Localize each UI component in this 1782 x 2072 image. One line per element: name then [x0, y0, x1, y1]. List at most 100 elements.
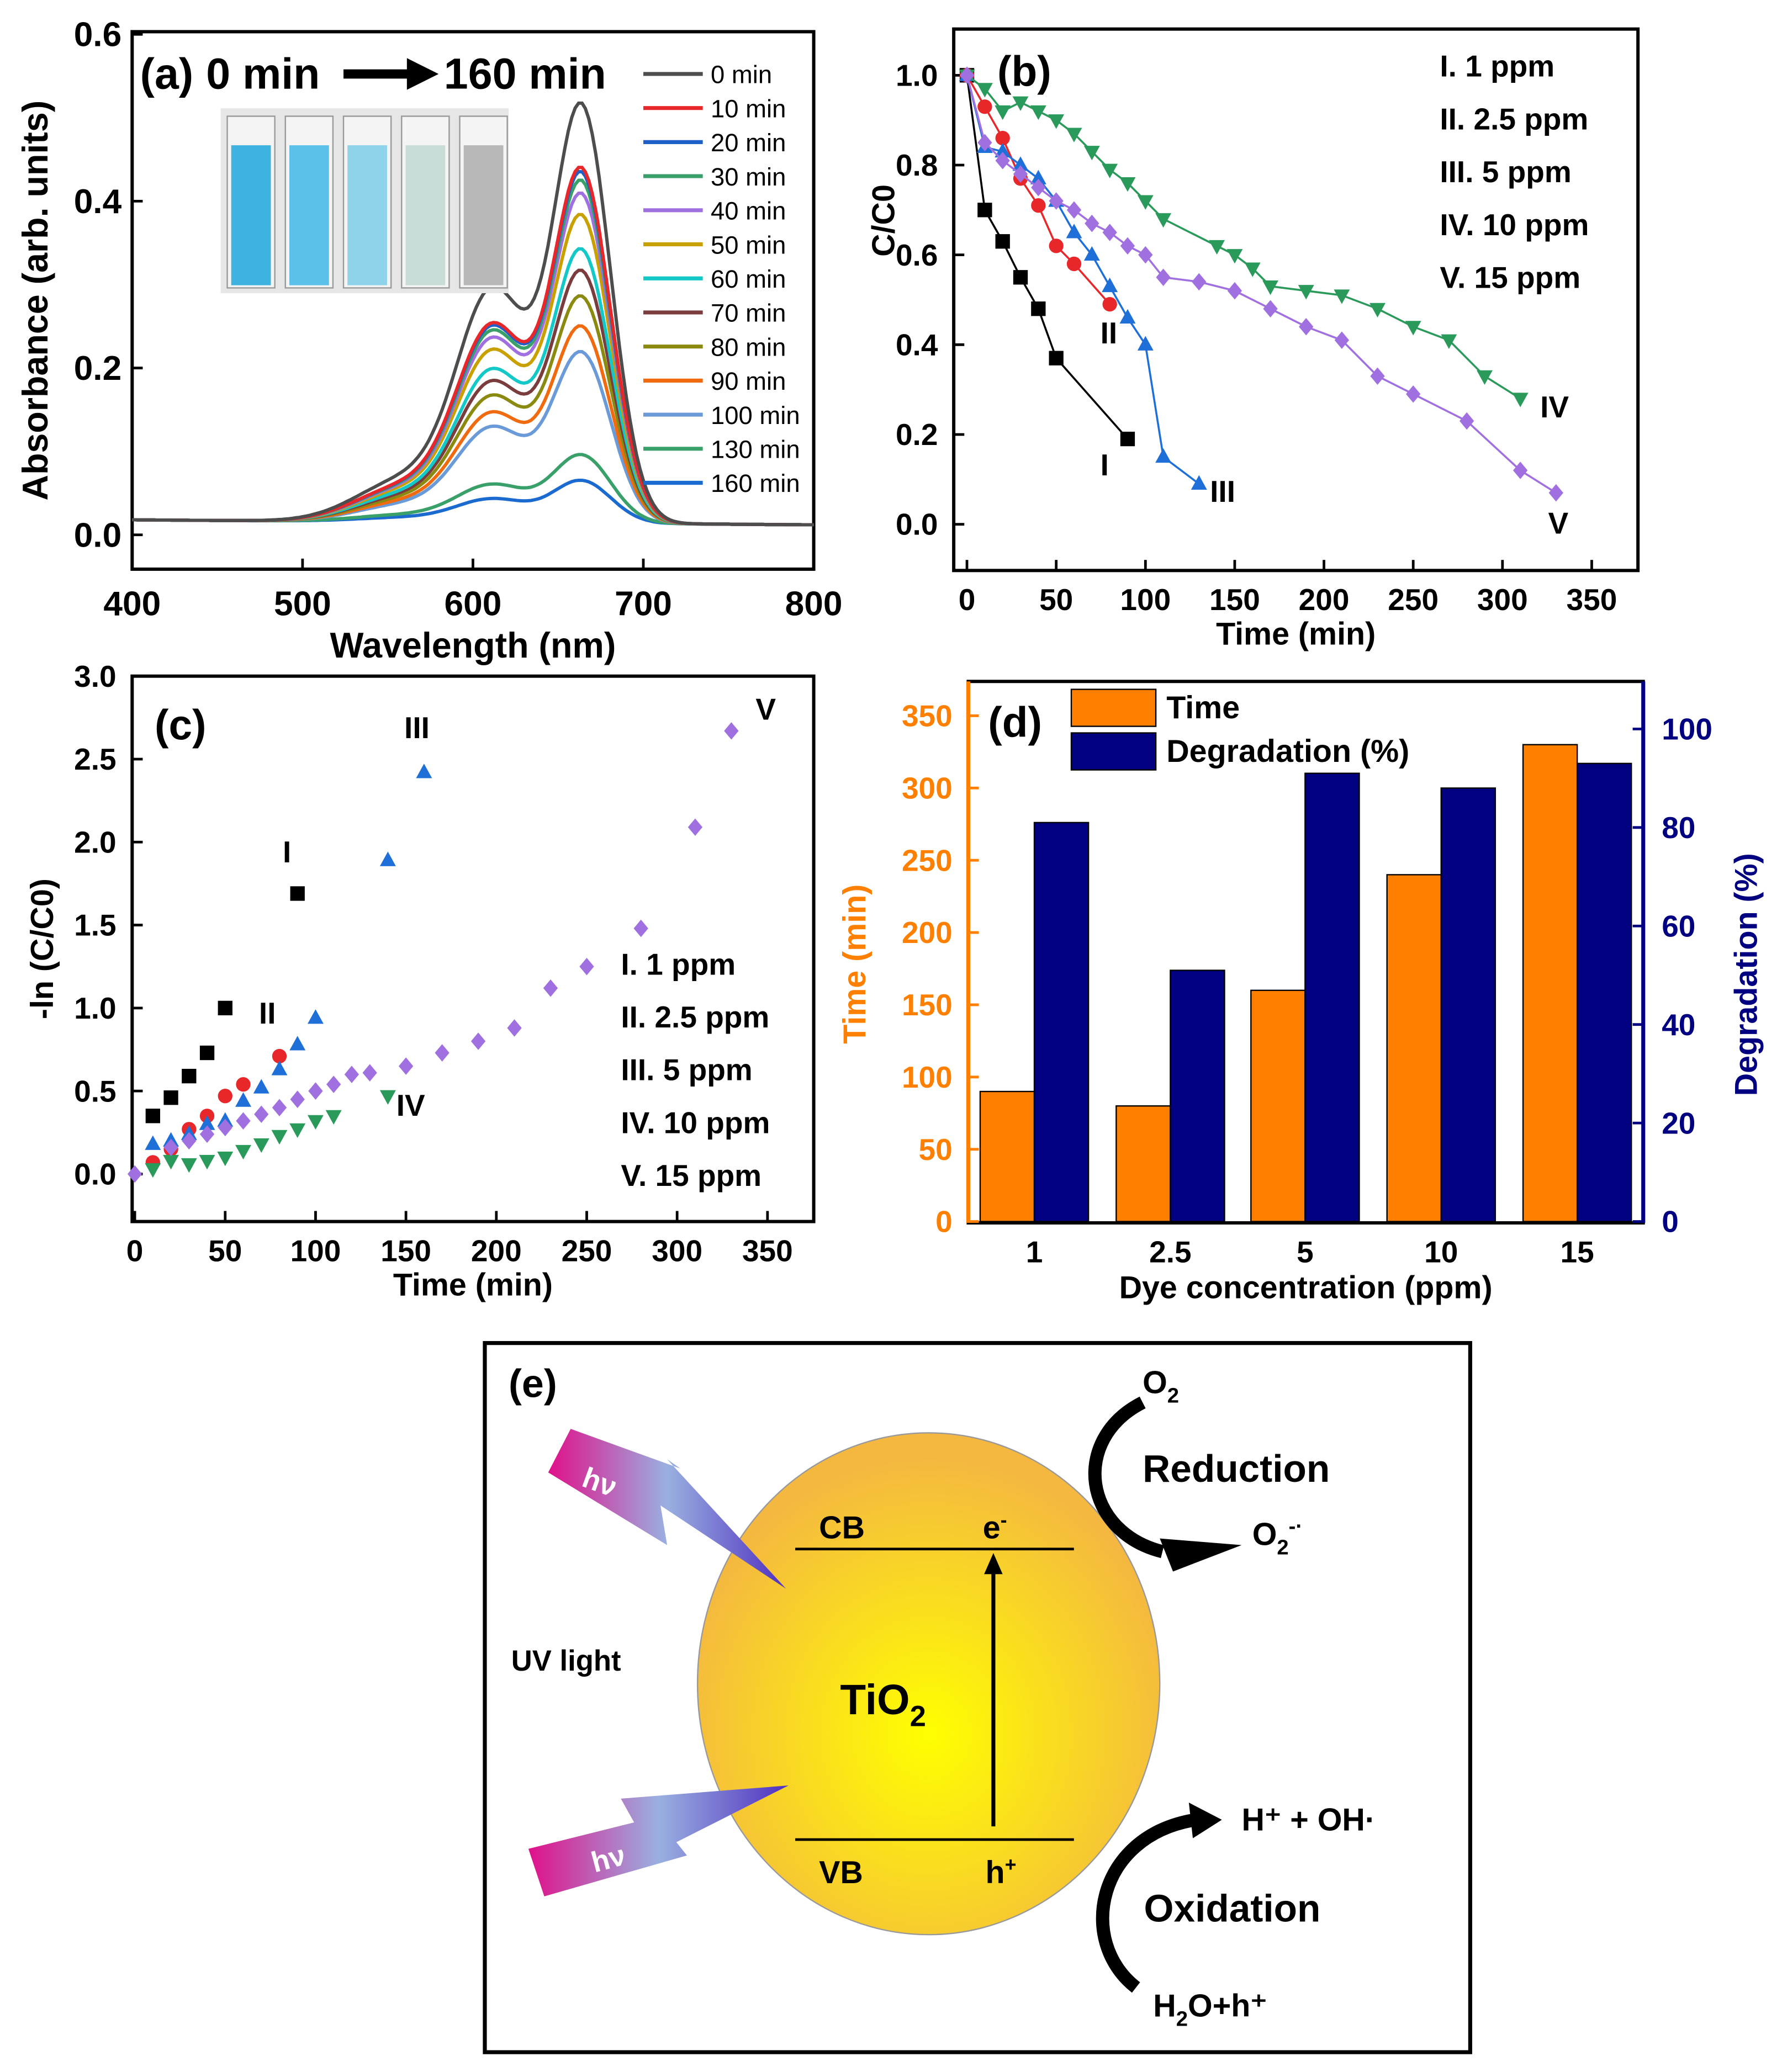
- legend-label: 40 min: [711, 197, 786, 225]
- data-point: [1066, 224, 1082, 239]
- y-tick-label: 1.0: [896, 58, 938, 92]
- hole-symbol: h: [986, 1855, 1005, 1890]
- x-tick-label: 10: [1424, 1235, 1458, 1269]
- data-point: [253, 1079, 269, 1094]
- x-tick-label: 400: [103, 585, 161, 623]
- legend-label: 160 min: [711, 469, 800, 497]
- legend-label: II. 2.5 ppm: [621, 1000, 769, 1034]
- data-point: [1102, 277, 1118, 293]
- y-tick-label: 40: [1662, 1008, 1695, 1042]
- y-tick-label: 20: [1662, 1106, 1695, 1140]
- hydroxyl-label: H⁺ + OH·: [1242, 1802, 1376, 1837]
- data-point: [1370, 367, 1385, 385]
- y-tick-label: 0.0: [896, 507, 938, 542]
- data-point: [1083, 146, 1100, 161]
- x-tick-label: 300: [652, 1233, 702, 1268]
- data-point: [1513, 462, 1528, 479]
- superoxide-subscript: 2: [1277, 1535, 1288, 1559]
- data-point: [236, 1112, 251, 1130]
- data-point: [379, 851, 396, 866]
- data-point: [1048, 114, 1065, 129]
- y-tick-label: 1.5: [74, 908, 116, 942]
- data-point: [163, 1138, 178, 1157]
- data-point: [145, 1135, 161, 1150]
- data-point: [1031, 301, 1046, 316]
- bar: [1033, 822, 1090, 1222]
- series-tag: II: [259, 996, 276, 1030]
- y-tick-label: 0.0: [74, 1157, 116, 1191]
- series-tag: V: [755, 692, 776, 727]
- superoxide-label: O2-·: [1252, 1514, 1303, 1559]
- data-point: [977, 203, 992, 218]
- series-tag: V: [1548, 506, 1569, 540]
- x-axis-label: Wavelength (nm): [330, 626, 616, 665]
- data-point: [289, 1123, 306, 1138]
- bar: [1522, 744, 1578, 1222]
- data-point: [235, 1144, 251, 1160]
- y-tick-label: 0.2: [896, 417, 938, 452]
- legend-label: I. 1 ppm: [621, 947, 736, 981]
- data-point: [1477, 370, 1493, 385]
- data-point: [976, 83, 993, 98]
- x-tick-label: 500: [274, 585, 331, 623]
- bar: [1304, 772, 1360, 1222]
- legend-label: IV. 10 ppm: [1440, 208, 1589, 242]
- o2-text: O: [1143, 1365, 1167, 1401]
- panel-a: 400 500 600 700 800 0.0 0.2 0.4 0.6 Wavelength (n…: [15, 16, 842, 665]
- x-tick-label: 300: [1477, 582, 1528, 617]
- data-point: [272, 1048, 287, 1064]
- panel-e-diagram: (e) CB VB e- h+ TiO2 UV light hν hν O2 R…: [483, 1341, 1472, 2054]
- x-tick-label: 700: [615, 585, 672, 623]
- x-tick-label: 350: [1567, 582, 1617, 617]
- data-point: [127, 1165, 142, 1183]
- data-point: [1030, 169, 1046, 184]
- data-point: [1013, 270, 1028, 285]
- uv-light-label: UV light: [511, 1645, 621, 1677]
- data-point: [181, 1158, 197, 1173]
- data-point: [1085, 214, 1099, 232]
- data-point: [1548, 484, 1563, 502]
- data-point: [272, 1099, 287, 1117]
- left-axis-label: Time (min): [837, 884, 873, 1044]
- series-tag: IV: [396, 1088, 425, 1122]
- series-tag: III: [1210, 474, 1235, 508]
- data-point: [1209, 240, 1225, 255]
- data-point: [1012, 96, 1029, 111]
- legend-label: 90 min: [711, 367, 786, 395]
- legend-label: III. 5 ppm: [1440, 155, 1571, 189]
- legend-label: Degradation (%): [1166, 734, 1409, 769]
- y-tick-label: 0.8: [896, 148, 938, 182]
- data-point: [1155, 448, 1172, 463]
- series-IV: [959, 69, 1529, 407]
- electron-label: e-: [983, 1509, 1007, 1546]
- water-label: H2O+h⁺: [1153, 1989, 1267, 2031]
- reduction-label: Reduction: [1143, 1447, 1330, 1490]
- legend-label: 50 min: [711, 231, 786, 259]
- data-point: [633, 919, 648, 937]
- panel-b: 0 50 100 150 200 250 300 350 0.0 0.2 0.4 0.6 0.8 1.0 T…: [866, 27, 1640, 651]
- header-end: 160 min: [444, 49, 606, 98]
- legend-label: 10 min: [711, 94, 786, 123]
- data-point: [1138, 246, 1153, 264]
- data-point: [1334, 331, 1350, 349]
- legend-label: 100 min: [711, 401, 800, 430]
- data-point: [253, 1138, 269, 1153]
- data-point: [470, 1032, 486, 1050]
- data-point: [344, 1066, 359, 1083]
- plot-frame: [952, 27, 1640, 573]
- series-tag: III: [404, 711, 430, 745]
- x-tick-label: 250: [562, 1233, 612, 1268]
- data-point: [688, 818, 703, 836]
- legend-label: 130 min: [711, 436, 800, 464]
- data-point: [995, 105, 1011, 120]
- bar: [1386, 874, 1442, 1222]
- arrow-head-icon: [1188, 1803, 1222, 1838]
- data-point: [995, 152, 1010, 169]
- legend-label: 60 min: [711, 265, 786, 293]
- x-tick-label: 200: [1299, 582, 1350, 617]
- data-point: [398, 1057, 414, 1075]
- hole-label: h+: [986, 1853, 1017, 1890]
- oxidation-label: Oxidation: [1144, 1886, 1321, 1930]
- data-point: [435, 1044, 450, 1062]
- series-tag: I: [1101, 448, 1109, 482]
